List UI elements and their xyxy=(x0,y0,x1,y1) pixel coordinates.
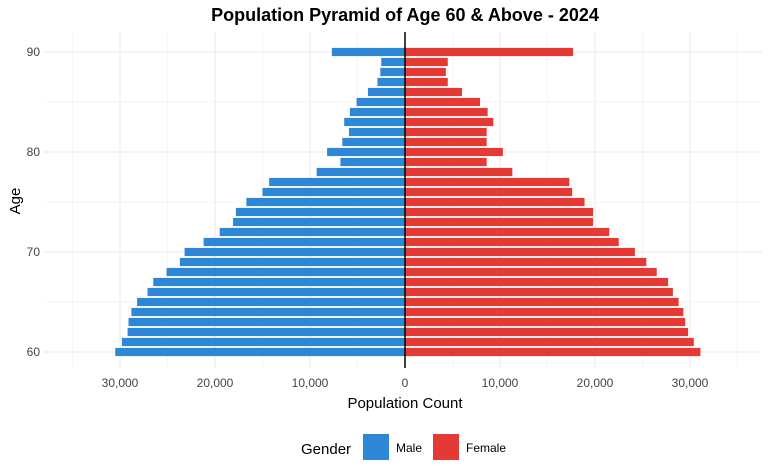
bar-male-age-84 xyxy=(349,107,405,117)
bar-female-age-70 xyxy=(405,247,635,257)
bar-female-age-86 xyxy=(405,87,462,97)
bar-female-age-62 xyxy=(405,327,689,337)
x-tick-label: 30,000 xyxy=(672,376,709,390)
bar-male-age-62 xyxy=(127,327,405,337)
bar-female-age-75 xyxy=(405,197,585,207)
x-tick-labels: 30,000 20,000 10,000 0 10,000 20,000 30,000 xyxy=(102,376,709,390)
y-tick-label: 90 xyxy=(27,45,41,59)
bar-female-age-65 xyxy=(405,297,679,307)
y-tick-labels: 60 70 80 90 xyxy=(27,45,41,359)
legend: Gender Male Female xyxy=(301,434,506,460)
bar-female-age-85 xyxy=(405,97,481,107)
bar-male-age-89 xyxy=(381,57,405,67)
bar-female-age-83 xyxy=(405,117,494,127)
bar-male-age-88 xyxy=(380,67,405,77)
bar-female-age-89 xyxy=(405,57,448,67)
bar-female-age-72 xyxy=(405,227,610,237)
bar-male-age-67 xyxy=(153,277,405,287)
bar-female-age-84 xyxy=(405,107,488,117)
x-tick-label: 20,000 xyxy=(197,376,234,390)
y-axis-title: Age xyxy=(7,188,24,215)
bar-female-age-88 xyxy=(405,67,446,77)
bar-female-age-67 xyxy=(405,277,669,287)
legend-label-male: Male xyxy=(396,441,422,455)
legend-label-female: Female xyxy=(466,441,506,455)
bar-male-age-75 xyxy=(246,197,405,207)
x-tick-label: 20,000 xyxy=(577,376,614,390)
chart-title: Population Pyramid of Age 60 & Above - 2… xyxy=(211,5,599,25)
bar-male-age-72 xyxy=(219,227,405,237)
bar-female-age-80 xyxy=(405,147,503,157)
bar-male-age-61 xyxy=(121,337,406,347)
bar-male-age-80 xyxy=(327,147,405,157)
bar-female-age-63 xyxy=(405,317,686,327)
y-tick-label: 60 xyxy=(27,345,41,359)
bar-male-age-76 xyxy=(262,187,405,197)
bar-female-age-68 xyxy=(405,267,657,277)
bar-female-age-64 xyxy=(405,307,684,317)
bar-male-age-86 xyxy=(367,87,405,97)
x-axis-title: Population Count xyxy=(347,395,463,412)
bar-female-age-60 xyxy=(405,347,701,357)
legend-swatch-male xyxy=(363,434,389,460)
x-tick-label: 10,000 xyxy=(482,376,519,390)
bar-female-age-71 xyxy=(405,237,619,247)
bar-male-age-73 xyxy=(233,217,405,227)
bar-female-age-78 xyxy=(405,167,513,177)
bar-male-age-66 xyxy=(147,287,406,297)
bar-male-age-68 xyxy=(166,267,405,277)
bar-male-age-60 xyxy=(115,347,405,357)
bar-female-age-61 xyxy=(405,337,694,347)
bar-male-age-90 xyxy=(331,47,405,57)
bar-female-age-90 xyxy=(405,47,574,57)
bar-male-age-87 xyxy=(377,77,405,87)
bar-female-age-69 xyxy=(405,257,647,267)
bar-male-age-79 xyxy=(340,157,405,167)
bar-female-age-87 xyxy=(405,77,448,87)
bar-male-age-70 xyxy=(184,247,405,257)
legend-title: Gender xyxy=(301,441,351,458)
y-tick-label: 80 xyxy=(27,145,41,159)
bar-male-age-81 xyxy=(342,137,405,147)
bar-female-age-79 xyxy=(405,157,487,167)
legend-swatch-female xyxy=(433,434,459,460)
bar-male-age-63 xyxy=(128,317,406,327)
x-tick-label: 30,000 xyxy=(102,376,139,390)
bar-male-age-71 xyxy=(203,237,405,247)
y-tick-label: 70 xyxy=(27,245,41,259)
bar-male-age-78 xyxy=(316,167,405,177)
bar-female-age-82 xyxy=(405,127,487,137)
bar-female-age-76 xyxy=(405,187,573,197)
bar-male-age-82 xyxy=(348,127,405,137)
bar-female-age-81 xyxy=(405,137,487,147)
bar-female-age-74 xyxy=(405,207,594,217)
bar-male-age-85 xyxy=(356,97,405,107)
x-tick-label: 10,000 xyxy=(292,376,329,390)
bar-male-age-64 xyxy=(131,307,405,317)
bar-female-age-77 xyxy=(405,177,570,187)
x-tick-label: 0 xyxy=(402,376,409,390)
bar-male-age-83 xyxy=(344,117,405,127)
bar-male-age-69 xyxy=(179,257,405,267)
bar-male-age-74 xyxy=(235,207,405,217)
bar-male-age-65 xyxy=(137,297,405,307)
bar-female-age-73 xyxy=(405,217,594,227)
bar-male-age-77 xyxy=(269,177,405,187)
bars xyxy=(115,47,701,357)
bar-female-age-66 xyxy=(405,287,673,297)
